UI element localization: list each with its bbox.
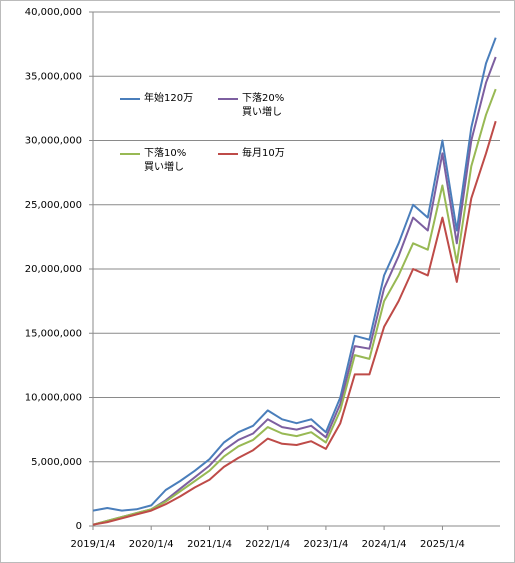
series-line [92, 120, 497, 526]
legend-swatch [218, 153, 238, 155]
y-tick-label: 0 [76, 521, 82, 532]
y-tick-label: 10,000,000 [25, 393, 82, 404]
y-tick-label: 35,000,000 [25, 71, 82, 82]
legend-label: 下落10% 買い増し [144, 148, 187, 173]
legend-swatch [120, 153, 140, 155]
x-tick-label: 2022/1/4 [245, 539, 290, 550]
x-tick-label: 2024/1/4 [362, 539, 407, 550]
legend-swatch [120, 98, 140, 100]
x-tick-label: 2023/1/4 [303, 539, 348, 550]
legend-label: 年始120万 [144, 93, 194, 104]
legend-entry: 下落10% 買い増し [120, 147, 186, 175]
legend-entry: 年始120万 [120, 92, 193, 106]
legend-label: 毎月10万 [242, 148, 285, 159]
x-tick-label: 2025/1/4 [420, 539, 465, 550]
y-tick-label: 40,000,000 [25, 7, 82, 18]
x-tick-label: 2020/1/4 [129, 539, 174, 550]
legend-swatch [218, 98, 238, 100]
legend-entry: 下落20% 買い増し [218, 92, 284, 120]
y-tick-label: 25,000,000 [25, 200, 82, 211]
y-tick-label: 5,000,000 [31, 457, 82, 468]
y-tick-label: 20,000,000 [25, 264, 82, 275]
y-tick-label: 30,000,000 [25, 136, 82, 147]
series-line [92, 37, 497, 512]
series-line [92, 88, 497, 526]
legend-label: 下落20% 買い増し [242, 93, 285, 118]
y-tick-label: 15,000,000 [25, 328, 82, 339]
x-tick-label: 2019/1/4 [71, 539, 116, 550]
legend-entry: 毎月10万 [218, 147, 285, 161]
x-tick-label: 2021/1/4 [187, 539, 232, 550]
